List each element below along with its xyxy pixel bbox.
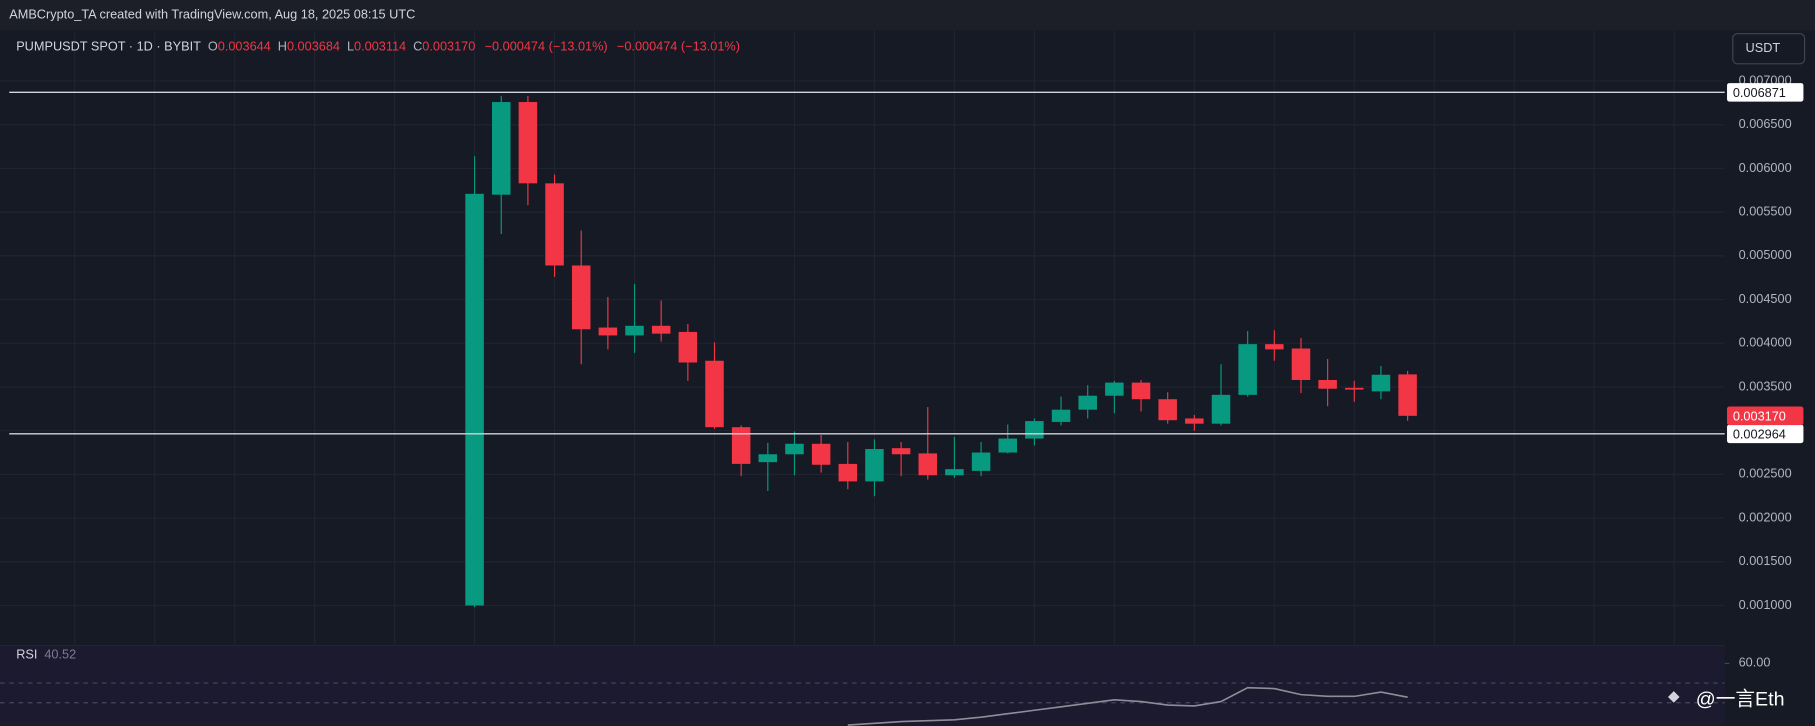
candle-body [785,443,804,455]
y-tick-label: 0.002500 [1739,466,1792,481]
candle-body [518,102,538,184]
legend-item: 0.003114 [354,39,406,54]
candle-body [1318,379,1337,389]
price-line-label-box [1727,83,1804,102]
candle-body [651,325,671,334]
candle-body [1131,382,1151,400]
candle-body [1158,399,1177,421]
y-tick-label: 0.001500 [1739,553,1792,568]
candle-body [1025,421,1044,439]
candle-body [1291,348,1311,380]
legend-item: −0.000474 (−13.01%) [617,39,740,54]
currency[interactable]: USDT [1746,40,1781,55]
last-price-box [1727,406,1804,426]
header: AMBCrypto_TA created with TradingView.co… [9,7,415,22]
candle-body [625,325,644,336]
candle-body [998,438,1018,453]
y-tick-label: 0.005000 [1739,247,1792,262]
legend-item: −0.000474 (−13.01%) [485,39,608,54]
legend: PUMPUSDT SPOT · 1D · BYBIT O0.003644 H0.00… [16,39,740,54]
y-tick-label: 0.006500 [1739,116,1792,131]
rsi-name: RSI [16,647,37,662]
candle-body [1105,382,1124,396]
candle-body [1238,344,1257,395]
y-tick-label: 0.004000 [1739,335,1792,350]
candle-body [1211,394,1231,424]
candle-body [1371,374,1391,392]
candle-body [1078,395,1097,410]
candle-body [491,102,511,195]
candle-body [598,327,618,336]
candle-body [545,183,564,266]
candle-body [758,454,778,463]
rsi-label: RSI 40.52 [16,647,76,662]
y-tick-label: 0.003500 [1739,378,1792,393]
candle-body [1398,374,1417,416]
candle-body [811,443,831,465]
price-line-label: 0.002964 [1733,426,1786,441]
candle-body [918,453,938,476]
legend-item: 0.003684 [287,39,340,54]
rsi-line [847,686,1408,726]
y-tick-label: 0.004500 [1739,291,1792,306]
header-bar [0,0,1815,31]
price-line-label: 0.006871 [1733,85,1786,100]
rsi-value: 40.52 [44,647,76,662]
candle-body [971,452,991,471]
legend-item: 0.003170 [422,39,475,54]
y-tick-label: 0.006000 [1739,160,1792,175]
candle-body [465,193,484,606]
legend-item: 0.003644 [218,39,271,54]
y-tick-label: 0.001000 [1739,597,1792,612]
y-tick-label: 0.002000 [1739,509,1792,524]
candle-body [1051,409,1071,422]
legend-item: C [413,39,422,54]
rsi-pane [0,646,1725,726]
candle-body [838,463,858,482]
candle-body [731,427,751,464]
candle-body [1345,387,1364,390]
candle-body [1265,344,1284,350]
price-line-label-box [1727,424,1804,444]
candle-body [945,469,964,476]
candle-body [1185,418,1204,424]
candle-body [865,449,884,482]
legend-item: PUMPUSDT SPOT · 1D · BYBIT [16,39,201,54]
candle-body [678,331,698,363]
candle-body [571,265,591,330]
last-price-label: 0.003170 [1733,408,1786,423]
candle-body [705,360,724,428]
legend-item: H [278,39,287,54]
legend-item: O [208,39,218,54]
y-tick-label: 0.005500 [1739,204,1792,219]
watermark: @一言Eth [1696,689,1785,711]
rsi-tick-label: 60.00 [1739,655,1771,670]
legend-item: L [347,39,354,54]
candle-body [891,448,911,455]
currency-box[interactable] [1732,33,1806,65]
